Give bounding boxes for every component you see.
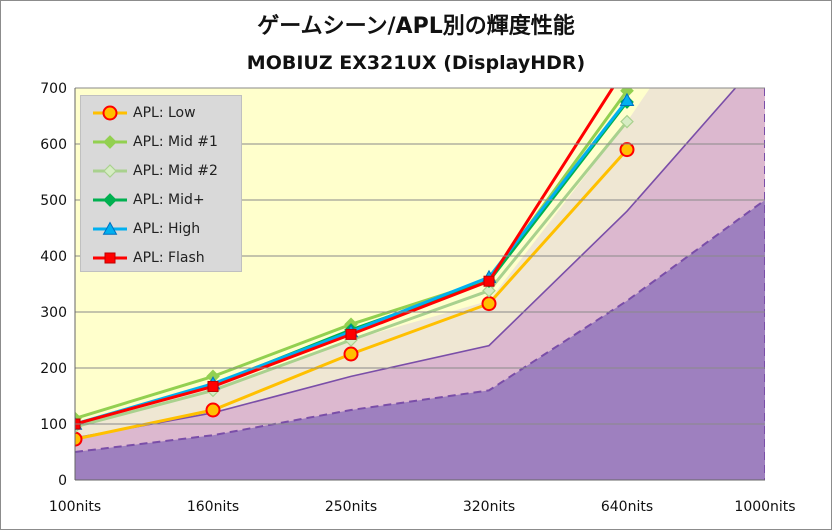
data-point	[207, 380, 219, 392]
x-tick-label: 160nits	[187, 499, 239, 515]
data-point	[343, 346, 359, 362]
data-point	[75, 431, 83, 447]
y-tick-label: 200	[40, 361, 67, 377]
legend-label: APL: Mid #2	[133, 163, 218, 179]
legend-swatch	[93, 164, 127, 178]
legend-label: APL: Mid+	[133, 192, 205, 208]
legend-item: APL: High	[81, 218, 241, 240]
x-tick-label: 100nits	[49, 499, 101, 515]
legend-marker	[102, 105, 118, 121]
legend-label: APL: High	[133, 221, 201, 237]
data-point	[345, 328, 357, 340]
y-tick-label: 500	[40, 193, 67, 209]
x-tick-label: 640nits	[601, 499, 653, 515]
legend-label: APL: Mid #1	[133, 134, 218, 150]
legend-item: APL: Mid #1	[81, 131, 241, 153]
x-tick-label: 1000nits	[734, 499, 795, 515]
legend-item: APL: Mid+	[81, 189, 241, 211]
chart-title: ゲームシーン/APL別の輝度性能	[257, 14, 575, 39]
data-point	[622, 61, 632, 71]
chart-subtitle: MOBIUZ EX321UX (DisplayHDR)	[246, 52, 586, 74]
data-point	[619, 92, 635, 107]
x-tick-label: 250nits	[325, 499, 377, 515]
plot-area	[75, 61, 765, 480]
legend-label: APL: Flash	[133, 250, 205, 266]
data-point	[482, 283, 496, 298]
legend-marker	[102, 221, 118, 235]
x-tick-label: 320nits	[463, 499, 515, 515]
y-tick-label: 700	[40, 81, 67, 97]
legend-marker	[103, 193, 117, 207]
legend-item: APL: Low	[81, 102, 241, 124]
legend-marker	[104, 252, 116, 264]
legend-marker	[103, 135, 117, 149]
data-point	[205, 402, 221, 418]
y-tick-label: 100	[40, 417, 67, 433]
y-tick-label: 600	[40, 137, 67, 153]
legend-swatch	[93, 105, 127, 121]
legend-item: APL: Flash	[81, 247, 241, 269]
chart-legend: APL: Low APL: Mid #1 APL: Mid #2 APL: Mid+ A…	[80, 95, 242, 272]
series-0	[75, 142, 635, 447]
band-line-1	[75, 88, 737, 439]
legend-label: APL: Low	[133, 105, 196, 121]
y-tick-label: 400	[40, 249, 67, 265]
data-point	[481, 296, 497, 312]
legend-swatch	[93, 252, 127, 264]
y-tick-label: 0	[58, 473, 67, 489]
legend-swatch	[93, 221, 127, 235]
legend-swatch	[93, 135, 127, 149]
data-point	[620, 114, 634, 129]
legend-item: APL: Mid #2	[81, 160, 241, 182]
band-line-0	[75, 199, 765, 453]
legend-swatch	[93, 193, 127, 207]
y-tick-label: 300	[40, 305, 67, 321]
data-point	[483, 275, 495, 287]
band-area-0	[75, 200, 765, 480]
legend-marker	[103, 164, 117, 178]
data-point	[619, 142, 635, 158]
